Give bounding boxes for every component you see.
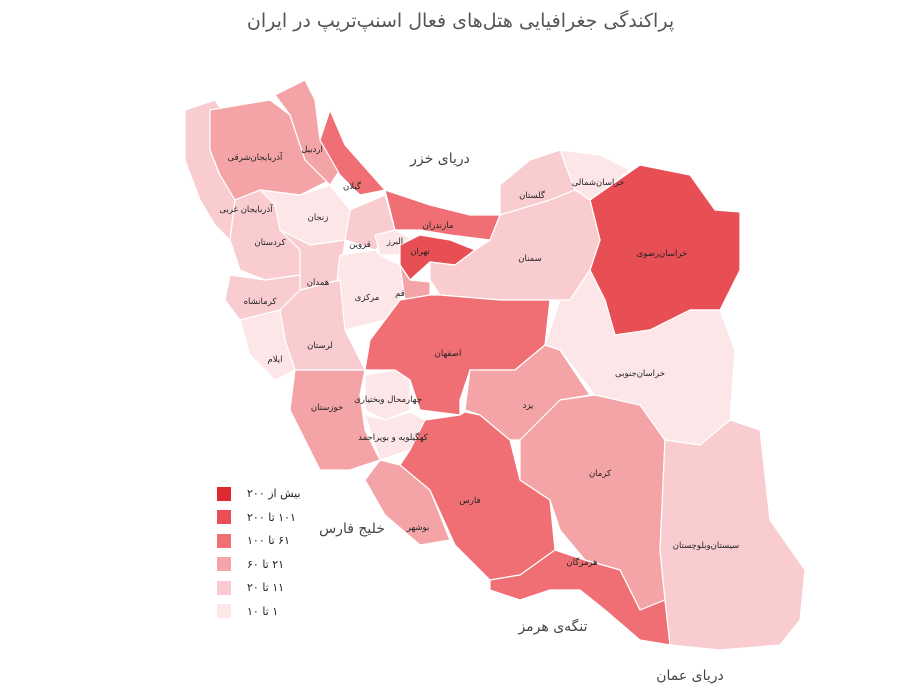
province-region[interactable] [364,369,411,421]
legend-label: ۱ تا ۱۰ [247,604,279,618]
province-label: سیستان‌وبلوچستان [673,541,740,551]
province-label: همدان [307,278,329,288]
legend-label: ۶۱ تا ۱۰۰ [247,534,290,548]
province-region[interactable] [319,109,386,196]
province-label: کرمان [589,469,612,479]
province-label: ایلام [267,355,282,365]
province-label: فارس [459,496,480,506]
legend-swatch [217,486,231,501]
legend-swatch [217,557,231,572]
legend-swatch [217,533,231,548]
province-label: قزوین [349,240,371,250]
province-label: کهگیلویه و بویراحمد [358,432,429,443]
province-label: خراسان‌رضوی [637,249,688,259]
province-label: اردبیل [301,145,323,155]
legend-swatch [217,580,231,595]
legend-label: ۲۱ تا ۶۰ [247,557,285,571]
province-label: خوزستان [311,403,343,413]
province-label: خراسان‌جنوبی [615,369,665,379]
legend-item: ۶۱ تا ۱۰۰ [217,529,301,553]
persian-gulf-label: خلیج فارس [319,521,385,537]
province-label: هرمزگان [566,557,597,568]
gulf-of-oman-label: دریای عمان [656,668,724,684]
province-label: آذربایجان‌شرقی [228,151,283,163]
legend-label: ۱۱ تا ۲۰ [247,581,285,595]
province-label: یزد [523,401,534,411]
province-label: چهارمحال وبختیاری [354,395,422,405]
legend-label: ۱۰۱ تا ۲۰۰ [247,510,296,524]
province-region[interactable] [659,419,806,651]
legend-swatch [217,604,231,619]
province-label: سمنان [518,254,541,264]
legend-item: ۲۱ تا ۶۰ [217,553,301,577]
province-region[interactable] [544,269,736,446]
province-region[interactable] [559,149,631,201]
province-label: بوشهر [406,523,430,533]
province-region[interactable] [384,189,501,241]
legend-item: بیش از ۲۰۰ [217,482,301,506]
strait-of-hormuz-label: تنگه‌ی هرمز [517,618,587,635]
province-label: قم [395,289,405,299]
caspian-sea-label: دریای خزر [409,151,470,167]
legend-item: ۱۱ تا ۲۰ [217,576,301,600]
province-label: گلستان [519,190,546,201]
legend-item: ۱ تا ۱۰ [217,600,301,624]
province-label: کردستان [254,238,286,248]
province-label: کرمانشاه [244,297,278,307]
province-label: لرستان [307,341,333,351]
province-region[interactable] [364,294,551,416]
legend-item: ۱۰۱ تا ۲۰۰ [217,506,301,530]
province-label: البرز [386,237,403,247]
province-label: مازندران [423,221,454,231]
legend-swatch [217,510,231,525]
province-label: زنجان [308,213,329,223]
province-label: مرکزی [355,293,380,303]
province-label: آذربایجان غربی [219,203,273,215]
province-label: خراسان‌شمالی [572,178,625,188]
province-label: اصفهان [435,349,462,359]
map-title: پراکندگی جغرافیایی هتل‌های فعال اسنپ‌تری… [246,10,675,32]
province-label: گیلان [343,181,362,192]
province-label: تهران [410,247,430,257]
legend-label: بیش از ۲۰۰ [247,487,301,501]
province-region[interactable] [399,264,431,301]
legend: بیش از ۲۰۰ ۱۰۱ تا ۲۰۰ ۶۱ تا ۱۰۰ ۲۱ تا ۶۰ ۱۱ … [217,482,301,623]
